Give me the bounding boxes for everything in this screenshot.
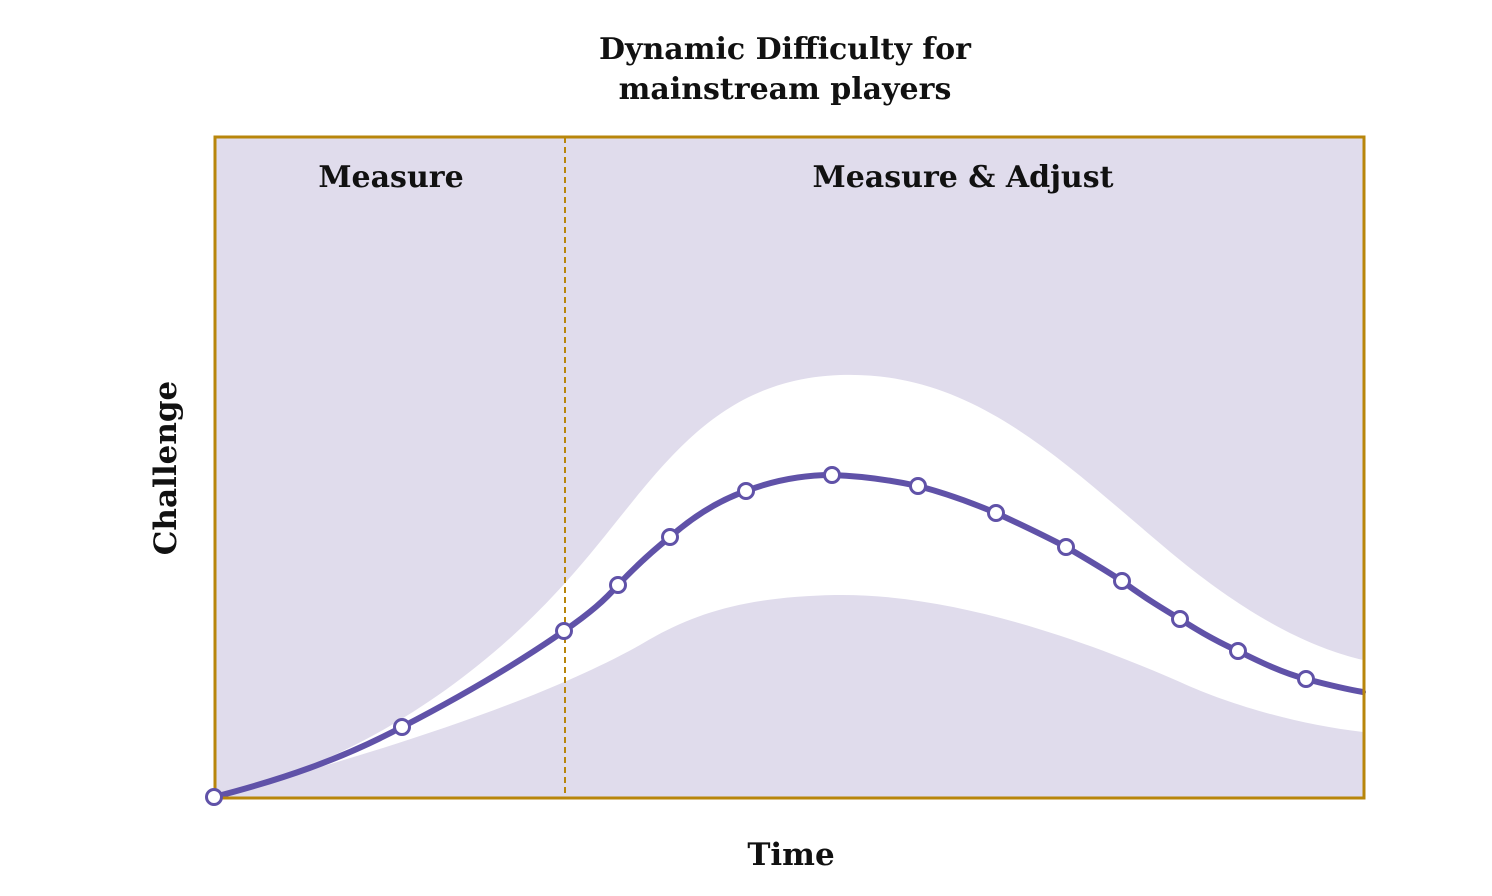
- title-line-1: Dynamic Difficulty for: [599, 32, 972, 67]
- curve-point: [987, 504, 1005, 522]
- curve-point: [555, 622, 573, 640]
- curve-point: [737, 482, 755, 500]
- y-axis-label: Challenge: [148, 381, 184, 556]
- challenge-curve: [211, 471, 1366, 800]
- difficulty-corridor: [215, 374, 1363, 797]
- curve-point: [1229, 642, 1247, 660]
- curve-point: [909, 477, 927, 495]
- curve-points: [205, 466, 1315, 806]
- curve-point: [393, 718, 411, 736]
- curve-point: [823, 466, 841, 484]
- curve-point: [205, 788, 223, 806]
- title-line-2: mainstream players: [619, 72, 952, 107]
- curve-point: [661, 528, 679, 546]
- region-label-measure: Measure: [318, 160, 463, 195]
- curve-point: [1171, 610, 1189, 628]
- x-axis-label: Time: [747, 837, 834, 873]
- region-label-measure-adjust: Measure & Adjust: [813, 160, 1114, 195]
- plot-area: Measure Measure & Adjust: [205, 135, 1366, 806]
- plot-frame: [213, 135, 1366, 800]
- curve-point: [609, 576, 627, 594]
- curve-point: [1057, 538, 1075, 556]
- curve-point: [1113, 572, 1131, 590]
- curve-point: [1297, 670, 1315, 688]
